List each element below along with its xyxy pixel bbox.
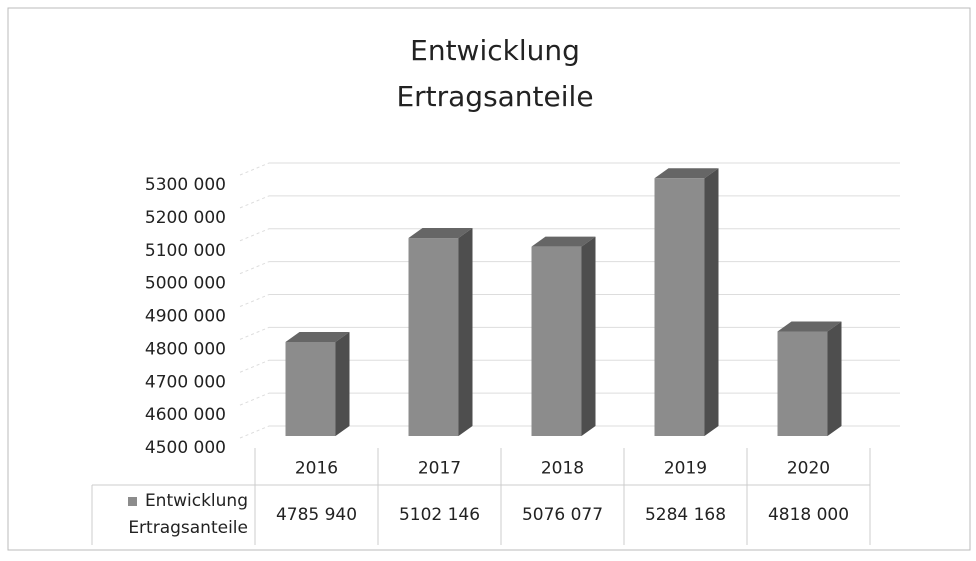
table-value: 5076 077 — [522, 505, 603, 525]
x-tick-label: 2016 — [295, 459, 338, 479]
x-tick-label: 2019 — [664, 459, 707, 479]
bar-top — [777, 321, 842, 332]
legend-label: Entwicklung Ertragsanteile — [128, 491, 248, 538]
bar — [654, 178, 705, 436]
bar-top — [285, 331, 350, 342]
legend: Entwicklung Ertragsanteile — [96, 488, 248, 542]
y-tick-label: 5300 000 — [145, 175, 226, 195]
x-tick-label: 2018 — [541, 459, 584, 479]
y-tick-label: 5200 000 — [145, 208, 226, 228]
table-value: 4785 940 — [276, 505, 357, 525]
table-value: 5284 168 — [645, 505, 726, 525]
bar — [531, 246, 582, 436]
x-tick-label: 2017 — [418, 459, 461, 479]
bar-side — [704, 168, 719, 436]
bar-side — [827, 321, 842, 436]
grid-wall — [239, 359, 270, 373]
grid-wall — [239, 261, 270, 275]
bar — [408, 238, 459, 436]
bar-side — [335, 331, 350, 436]
y-tick-label: 5000 000 — [145, 274, 226, 294]
grid-wall — [239, 162, 270, 176]
table-value: 5102 146 — [399, 505, 480, 525]
bar-top — [531, 236, 596, 247]
y-tick-label: 5100 000 — [145, 241, 226, 261]
bar-top — [654, 168, 719, 179]
grid-wall — [239, 294, 270, 307]
legend-swatch — [127, 496, 137, 506]
bar — [777, 331, 828, 436]
grid-wall — [239, 425, 270, 439]
bar-side — [458, 228, 473, 436]
grid-wall — [239, 326, 270, 340]
y-tick-label: 4700 000 — [145, 372, 226, 392]
bar-top — [408, 228, 473, 239]
chart-title: Entwicklung Ertragsanteile — [396, 34, 594, 113]
y-tick-label: 4600 000 — [145, 405, 226, 425]
bar-side — [581, 236, 596, 436]
y-tick-label: 4800 000 — [145, 339, 226, 359]
grid-wall — [239, 228, 270, 242]
table-value: 4818 000 — [768, 505, 849, 525]
grid-wall — [239, 392, 270, 406]
chart-border — [7, 7, 971, 551]
bar — [285, 341, 336, 436]
x-tick-label: 2020 — [787, 459, 830, 479]
y-tick-label: 4500 000 — [145, 438, 226, 458]
y-tick-label: 4900 000 — [145, 307, 226, 327]
grid-wall — [239, 195, 270, 209]
